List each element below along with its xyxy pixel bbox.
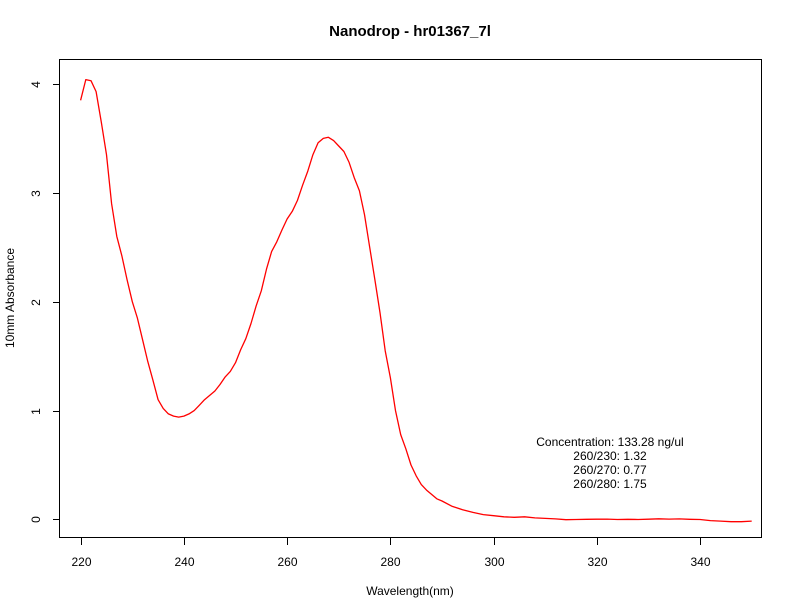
x-tick-label: 260	[277, 555, 297, 569]
ratio-260-270-text: 260/270: 0.77	[573, 463, 647, 477]
y-axis-label: 10mm Absorbance	[3, 248, 17, 348]
series-layer	[79, 78, 752, 523]
y-tick-label: 4	[29, 81, 43, 88]
concentration-text: Concentration: 133.28 ng/ul	[536, 435, 683, 449]
y-tick-label: 3	[29, 190, 43, 197]
absorbance-line	[79, 78, 752, 523]
y-tick-label: 2	[29, 299, 43, 306]
plot-frame	[59, 59, 762, 538]
x-tick-label: 240	[174, 555, 194, 569]
chart-title: Nanodrop - hr01367_7l	[329, 23, 491, 40]
x-tick-label: 340	[690, 555, 710, 569]
y-axis: 0 1 2 3 4	[29, 81, 60, 523]
ratio-260-230-text: 260/230: 1.32	[573, 449, 647, 463]
x-axis-label: Wavelength(nm)	[366, 584, 454, 598]
x-tick-label: 280	[380, 555, 400, 569]
ratio-260-280-text: 260/280: 1.75	[573, 477, 647, 491]
x-tick-label: 220	[71, 555, 91, 569]
x-tick-label: 300	[484, 555, 504, 569]
y-tick-label: 1	[29, 408, 43, 415]
x-axis: 220 240 260 280 300 320 340	[71, 538, 711, 569]
stats-annotation: Concentration: 133.28 ng/ul 260/230: 1.3…	[536, 435, 683, 491]
y-tick-label: 0	[29, 516, 43, 523]
x-tick-label: 320	[587, 555, 607, 569]
